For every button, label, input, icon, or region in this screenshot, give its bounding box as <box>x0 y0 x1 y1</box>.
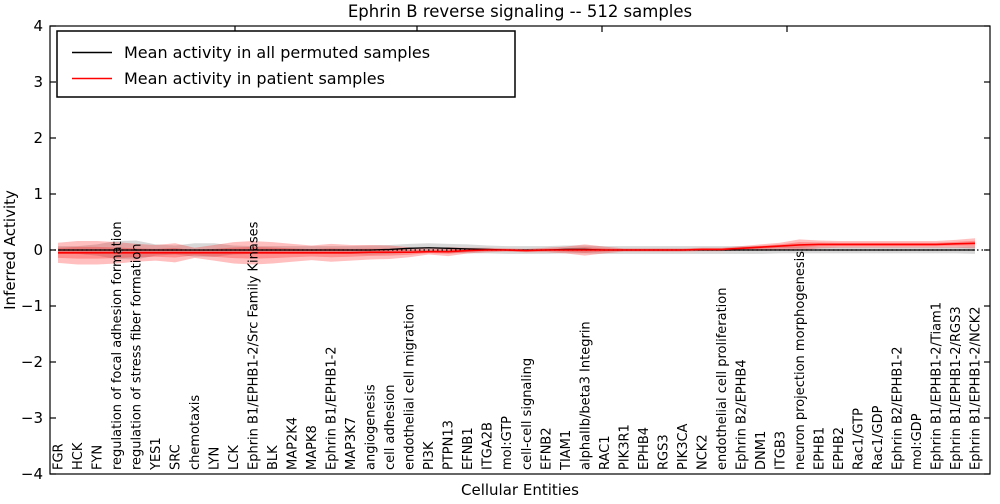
x-entity-label: Ephrin B1/EPHB1-2/RGS3 <box>949 306 964 470</box>
x-entity-label: EFNB2 <box>539 427 554 470</box>
legend-box: Mean activity in all permuted samples Me… <box>56 30 516 98</box>
x-entity-label: chemotaxis <box>188 395 203 470</box>
x-entity-label: neuron projection morphogenesis <box>793 251 808 470</box>
y-tick-label: −4 <box>21 465 43 483</box>
y-tick-label: −2 <box>21 353 43 371</box>
x-entity-label: angiogenesis <box>364 384 379 470</box>
x-entity-label: FYN <box>91 445 106 470</box>
x-entity-label: PIK3R1 <box>617 424 632 470</box>
x-entity-label: YES1 <box>149 437 164 471</box>
legend-label-patient: Mean activity in patient samples <box>124 69 385 88</box>
x-entity-label: Ephrin B2/EPHB4 <box>734 359 749 470</box>
y-tick-label: 4 <box>33 17 43 35</box>
x-entity-label: EPHB1 <box>812 427 827 470</box>
x-entity-label: regulation of focal adhesion formation <box>110 221 125 470</box>
x-entity-label: PI3K <box>422 441 437 470</box>
x-entity-label: ITGA2B <box>481 422 496 470</box>
x-entity-label: endothelial cell migration <box>403 304 418 470</box>
x-entity-label: RAC1 <box>598 435 613 470</box>
x-entity-label: EPHB4 <box>637 427 652 470</box>
x-entity-label: endothelial cell proliferation <box>715 288 730 471</box>
x-entity-label: MAP2K4 <box>286 417 301 470</box>
x-entity-label: Ephrin B1/EPHB1-2/Src Family Kinases <box>247 221 262 470</box>
x-entity-label: PIK3CA <box>676 423 691 470</box>
x-entity-label: LYN <box>208 447 223 470</box>
x-entity-label: Rac1/GDP <box>871 405 886 470</box>
y-tick-label: −1 <box>21 297 43 315</box>
x-entity-label: MAPK8 <box>305 425 320 470</box>
x-entity-label: DNM1 <box>754 431 769 470</box>
x-entity-label: TIAM1 <box>559 430 574 471</box>
y-tick-label: 3 <box>33 73 43 91</box>
legend-border <box>56 30 516 98</box>
x-entity-label: MAP3K7 <box>344 417 359 470</box>
x-entity-label: regulation of stress fiber formation <box>130 243 145 470</box>
mean-lines <box>50 242 990 254</box>
x-entity-label: ITGB3 <box>773 431 788 470</box>
y-tick-label: −3 <box>21 409 43 427</box>
y-tick-label: 0 <box>33 241 43 259</box>
x-entity-label: PTPN13 <box>442 420 457 470</box>
x-entity-label: Ephrin B1/EPHB1-2/Tiam1 <box>929 302 944 470</box>
y-axis-ticks: 4 3 2 1 0 −1 −2 −3 −4 <box>21 17 990 483</box>
legend-label-permuted: Mean activity in all permuted samples <box>124 43 430 62</box>
x-entity-label: LCK <box>227 445 242 470</box>
x-entity-label: Rac1/GTP <box>851 408 866 470</box>
x-entity-label: FGR <box>52 443 67 470</box>
x-entity-label: Ephrin B1/EPHB1-2/NCK2 <box>969 306 984 470</box>
x-entity-label: cell adhesion <box>383 384 398 470</box>
x-entity-label: Ephrin B2/EPHB1-2 <box>890 346 905 470</box>
x-entity-label: NCK2 <box>695 434 710 470</box>
x-entity-label: BLK <box>266 445 281 470</box>
x-axis-title: Cellular Entities <box>461 481 579 499</box>
x-entity-label: SRC <box>169 444 184 470</box>
x-entity-label: HCK <box>71 442 86 470</box>
x-entity-label: mol:GTP <box>500 416 515 470</box>
x-entity-label: EFNB1 <box>461 427 476 470</box>
x-entity-label: cell-cell signaling <box>520 358 535 470</box>
x-entity-label: RGS3 <box>656 434 671 470</box>
y-tick-label: 1 <box>33 185 43 203</box>
x-entity-label: EPHB2 <box>832 427 847 470</box>
patient-mean-line <box>58 242 976 254</box>
y-tick-label: 2 <box>33 129 43 147</box>
x-entity-label: alphaIIb/beta3 Integrin <box>578 321 593 470</box>
y-axis-title: Inferred Activity <box>1 190 19 310</box>
patient-outer-band <box>58 238 975 265</box>
x-axis-entity-labels: FGR HCK FYN regulation of focal adhesion fo… <box>52 221 984 471</box>
x-entity-label: Ephrin B1/EPHB1-2 <box>325 346 340 470</box>
x-entity-label: mol:GDP <box>910 413 925 470</box>
chart-title: Ephrin B reverse signaling -- 512 sample… <box>348 2 692 21</box>
